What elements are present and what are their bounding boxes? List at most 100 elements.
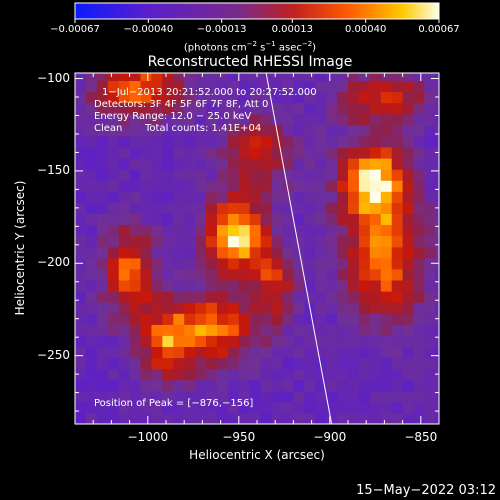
heatmap-pixel [380,169,393,181]
heatmap-pixel [380,357,393,370]
heatmap-pixel [75,357,87,370]
solar-limb-line [265,72,333,425]
heatmap-pixel [184,412,196,424]
heatmap-pixel [195,291,207,303]
heatmap-pixel [227,202,240,214]
heatmap-pixel [271,235,284,248]
heatmap-pixel [184,102,196,115]
heatmap-pixel [238,313,251,325]
heatmap-pixel [402,357,415,370]
heatmap-pixel [282,279,294,292]
heatmap-pixel [402,91,415,104]
heatmap-pixel [227,335,240,347]
heatmap-pixel [413,291,425,303]
heatmap-pixel [107,180,120,192]
heatmap-pixel [260,135,273,148]
heatmap-pixel [315,80,327,93]
annotation-detectors: Detectors: 3F 4F 5F 6F 7F 8F, Att 0 [94,99,269,110]
heatmap-pixel [227,180,240,192]
heatmap-pixel [140,357,152,370]
heatmap-pixel [358,73,371,81]
heatmap-pixel [304,202,316,214]
heatmap-pixel [271,357,284,370]
heatmap-pixel [315,346,327,359]
heatmap-pixel [140,268,152,281]
heatmap-pixel [129,357,142,370]
heatmap-pixel [75,158,87,170]
heatmap-pixel [315,202,327,214]
heatmap-pixel [402,113,415,126]
heatmap-pixel [391,158,404,170]
heatmap-pixel [413,91,425,104]
heatmap-pixel [402,302,415,314]
heatmap-pixel [326,191,338,203]
heatmap-pixel [85,135,98,148]
heatmap-pixel [293,257,305,270]
heatmap-pixel [413,390,425,403]
heatmap-pixel [140,135,152,148]
heatmap-pixel [326,113,338,126]
heatmap-pixel [315,91,327,104]
heatmap-pixel [85,191,98,203]
heatmap-pixel [369,368,382,381]
heatmap-pixel [217,279,229,292]
heatmap-pixel [173,191,185,203]
heatmap-pixel [151,202,163,214]
heatmap-pixel [260,191,273,203]
heatmap-pixel [282,113,294,126]
heatmap-pixel [424,224,436,237]
heatmap-pixel [129,313,142,325]
heatmap-pixel [391,268,404,281]
heatmap-pixel [162,202,174,214]
heatmap-pixel [206,279,218,292]
heatmap-pixel [282,313,294,325]
x-tick-label: −1000 [127,430,169,444]
heatmap-pixel [424,146,436,159]
heatmap-pixel [85,235,98,248]
heatmap-pixel [260,224,273,237]
heatmap-pixel [282,169,294,181]
heatmap-pixel [129,213,142,226]
heatmap-pixel [424,257,436,270]
heatmap-pixel [271,246,284,259]
heatmap-pixel [107,80,120,93]
heatmap-pixel [162,224,174,237]
heatmap-pixel [75,80,87,93]
heatmap-pixel [260,169,273,181]
heatmap-pixel [96,158,109,170]
heatmap-pixel [140,102,152,115]
heatmap-pixel [184,257,196,270]
heatmap-pixel [129,158,142,170]
heatmap-pixel [337,401,349,414]
heatmap-pixel [151,379,163,392]
heatmap-pixel [85,268,98,281]
heatmap-pixel [326,357,338,370]
heatmap-pixel [282,102,294,115]
heatmap-pixel [173,235,185,248]
heatmap-pixel [271,335,284,347]
heatmap-pixel [162,246,174,259]
heatmap-pixel [85,224,98,237]
heatmap-pixel [282,324,294,336]
heatmap-pixel [315,335,327,347]
heatmap-pixel [348,268,360,281]
heatmap-pixel [402,73,415,81]
heatmap-pixel [107,146,120,159]
heatmap-pixel [184,169,196,181]
heatmap-pixel [227,313,240,325]
heatmap-pixel [391,169,404,181]
heatmap-pixel [260,346,273,359]
heatmap-pixel [217,169,229,181]
heatmap-pixel [129,302,142,314]
heatmap-pixel [358,412,371,424]
heatmap-pixel [391,257,404,270]
heatmap-pixel [424,324,436,336]
heatmap-pixel [271,324,284,336]
heatmap-pixel [129,191,142,203]
heatmap-pixel [227,291,240,303]
heatmap-pixel [75,279,87,292]
heatmap-pixel [358,202,371,214]
heatmap-pixel [162,80,174,93]
heatmap-pixel [358,357,371,370]
heatmap-pixel [358,257,371,270]
